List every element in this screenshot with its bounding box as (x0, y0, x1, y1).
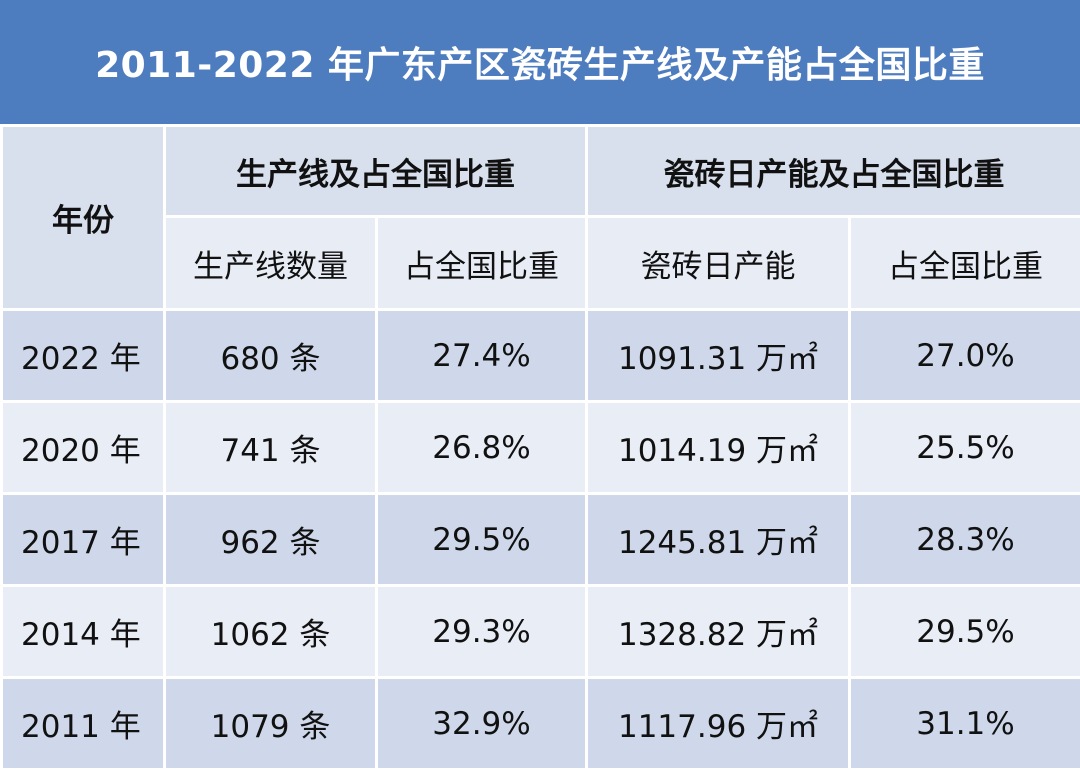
header-lines-count: 生产线数量 (165, 217, 377, 310)
header-capacity: 瓷砖日产能 (587, 217, 850, 310)
cell-capacity: 1014.19 万㎡ (587, 402, 850, 494)
cell-lines: 962 条 (165, 494, 377, 586)
table-row: 2022 年 680 条 27.4% 1091.31 万㎡ 27.0% (2, 310, 1080, 402)
data-table: 年份 生产线及占全国比重 瓷砖日产能及占全国比重 生产线数量 占全国比重 瓷砖日… (0, 124, 1080, 771)
header-group-lines: 生产线及占全国比重 (165, 126, 587, 217)
cell-year: 2014 年 (2, 586, 165, 678)
cell-year: 2011 年 (2, 678, 165, 770)
cell-year: 2017 年 (2, 494, 165, 586)
cell-lines: 1062 条 (165, 586, 377, 678)
cell-capacity-share: 28.3% (850, 494, 1080, 586)
cell-lines: 741 条 (165, 402, 377, 494)
cell-year: 2020 年 (2, 402, 165, 494)
cell-capacity-share: 29.5% (850, 586, 1080, 678)
cell-capacity: 1091.31 万㎡ (587, 310, 850, 402)
cell-lines: 1079 条 (165, 678, 377, 770)
cell-capacity: 1328.82 万㎡ (587, 586, 850, 678)
header-year: 年份 (2, 126, 165, 310)
cell-lines-share: 27.4% (377, 310, 587, 402)
table-row: 2014 年 1062 条 29.3% 1328.82 万㎡ 29.5% (2, 586, 1080, 678)
header-lines-share: 占全国比重 (377, 217, 587, 310)
cell-lines-share: 29.5% (377, 494, 587, 586)
table-row: 2020 年 741 条 26.8% 1014.19 万㎡ 25.5% (2, 402, 1080, 494)
table-row: 2011 年 1079 条 32.9% 1117.96 万㎡ 31.1% (2, 678, 1080, 770)
cell-capacity: 1245.81 万㎡ (587, 494, 850, 586)
cell-capacity-share: 31.1% (850, 678, 1080, 770)
header-group-capacity: 瓷砖日产能及占全国比重 (587, 126, 1080, 217)
table-title: 2011-2022 年广东产区瓷砖生产线及产能占全国比重 (0, 0, 1080, 124)
cell-lines-share: 32.9% (377, 678, 587, 770)
table-row: 2017 年 962 条 29.5% 1245.81 万㎡ 28.3% (2, 494, 1080, 586)
cell-lines-share: 26.8% (377, 402, 587, 494)
cell-year: 2022 年 (2, 310, 165, 402)
cell-capacity-share: 25.5% (850, 402, 1080, 494)
cell-lines-share: 29.3% (377, 586, 587, 678)
cell-capacity: 1117.96 万㎡ (587, 678, 850, 770)
cell-lines: 680 条 (165, 310, 377, 402)
header-capacity-share: 占全国比重 (850, 217, 1080, 310)
cell-capacity-share: 27.0% (850, 310, 1080, 402)
